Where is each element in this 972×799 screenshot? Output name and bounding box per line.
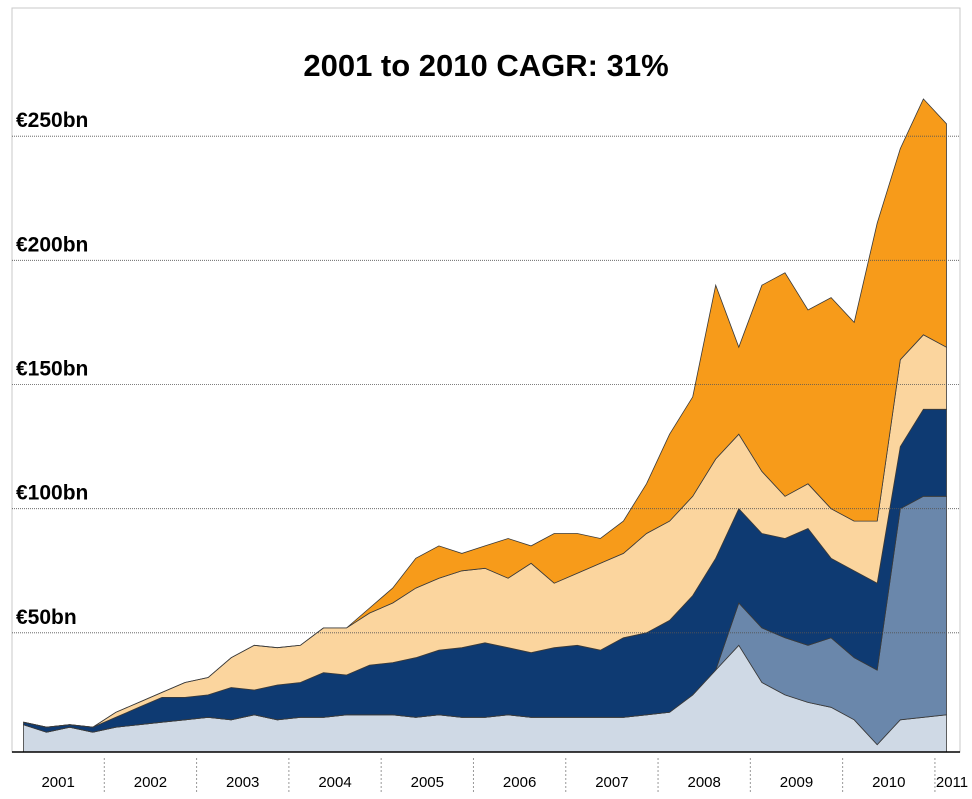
x-tick-label: 2006 bbox=[503, 774, 536, 791]
chart-title: 2001 to 2010 CAGR: 31% bbox=[303, 48, 668, 83]
y-tick-label: €200bn bbox=[16, 233, 88, 256]
x-tick-label: 2008 bbox=[688, 774, 721, 791]
y-tick-label: €50bn bbox=[16, 606, 77, 629]
x-tick-label: 2011 bbox=[936, 774, 968, 791]
x-tick-label: 2004 bbox=[318, 774, 351, 791]
area bbox=[23, 98, 947, 728]
y-tick-label: €100bn bbox=[16, 482, 88, 505]
x-tick-label: 2003 bbox=[226, 774, 259, 791]
x-tick-label: 2005 bbox=[411, 774, 444, 791]
x-tick-label: 2002 bbox=[134, 774, 167, 791]
x-tick-label: 2007 bbox=[595, 774, 628, 791]
x-tick-label: 2010 bbox=[872, 774, 905, 791]
x-tick-label: 2001 bbox=[41, 774, 74, 791]
y-tick-label: €150bn bbox=[16, 358, 88, 381]
y-tick-label: €250bn bbox=[16, 109, 88, 132]
x-tick-label: 2009 bbox=[780, 774, 813, 791]
